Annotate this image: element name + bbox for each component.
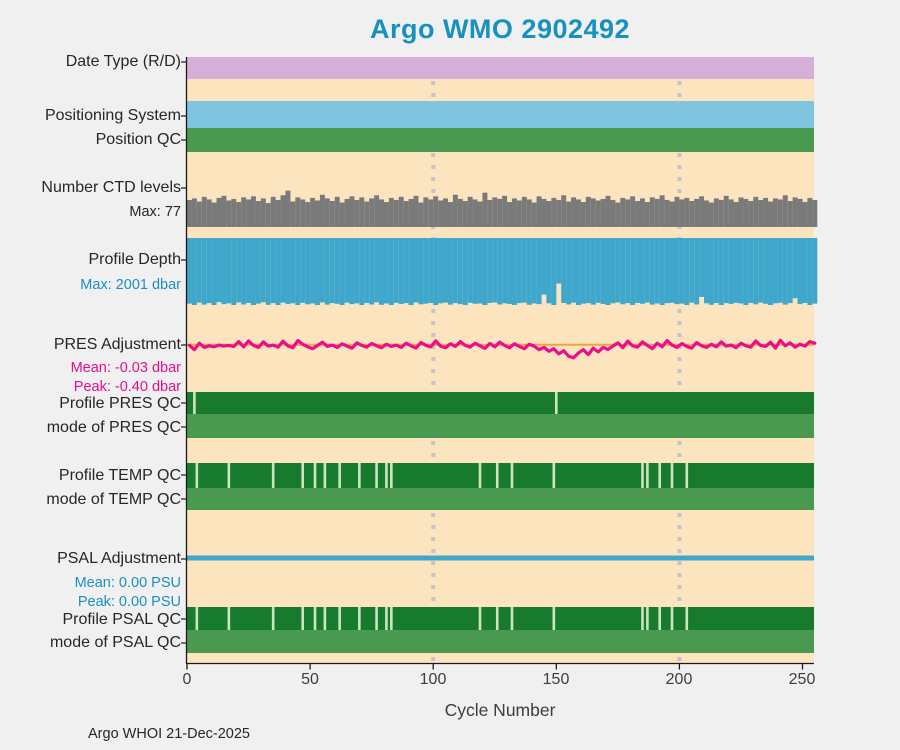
plot-svg — [181, 57, 818, 670]
label-position-qc: Position QC — [95, 131, 181, 148]
label-pres-adj-mean: Mean: -0.03 dbar — [70, 360, 181, 376]
label-psal-adj-mean: Mean: 0.00 PSU — [74, 575, 181, 591]
label-date-type: Date Type (R/D) — [65, 53, 181, 70]
label-ctd-levels-max: Max: 77 — [129, 204, 181, 220]
xtick-50: 50 — [301, 671, 319, 688]
xaxis-title: Cycle Number — [444, 700, 556, 720]
label-profile-depth-max: Max: 2001 dbar — [80, 277, 181, 293]
label-mode-pres-qc: mode of PRES QC — [46, 419, 181, 436]
label-psal-adjustment: PSAL Adjustment — [57, 550, 181, 567]
label-profile-psal-qc: Profile PSAL QC — [62, 611, 181, 628]
label-mode-psal-qc: mode of PSAL QC — [49, 634, 181, 651]
label-positioning-system: Positioning System — [44, 107, 181, 124]
page-title: Argo WMO 2902492 — [369, 14, 631, 44]
xtick-250: 250 — [788, 671, 816, 688]
xtick-0: 0 — [182, 671, 192, 688]
label-pres-adj-peak: Peak: -0.40 dbar — [73, 379, 181, 395]
label-mode-temp-qc: mode of TEMP QC — [46, 491, 181, 508]
plot-area — [181, 57, 818, 670]
footer-credit: Argo WHOI 21-Dec-2025 — [88, 726, 250, 742]
xtick-200: 200 — [665, 671, 693, 688]
label-profile-pres-qc: Profile PRES QC — [59, 395, 181, 412]
xtick-100: 100 — [419, 671, 447, 688]
label-psal-adj-peak: Peak: 0.00 PSU — [77, 594, 181, 610]
label-profile-depth: Profile Depth — [88, 251, 182, 268]
xtick-150: 150 — [542, 671, 570, 688]
label-ctd-levels: Number CTD levels — [41, 179, 181, 196]
label-pres-adjustment: PRES Adjustment — [53, 336, 181, 353]
label-profile-temp-qc: Profile TEMP QC — [58, 467, 181, 484]
